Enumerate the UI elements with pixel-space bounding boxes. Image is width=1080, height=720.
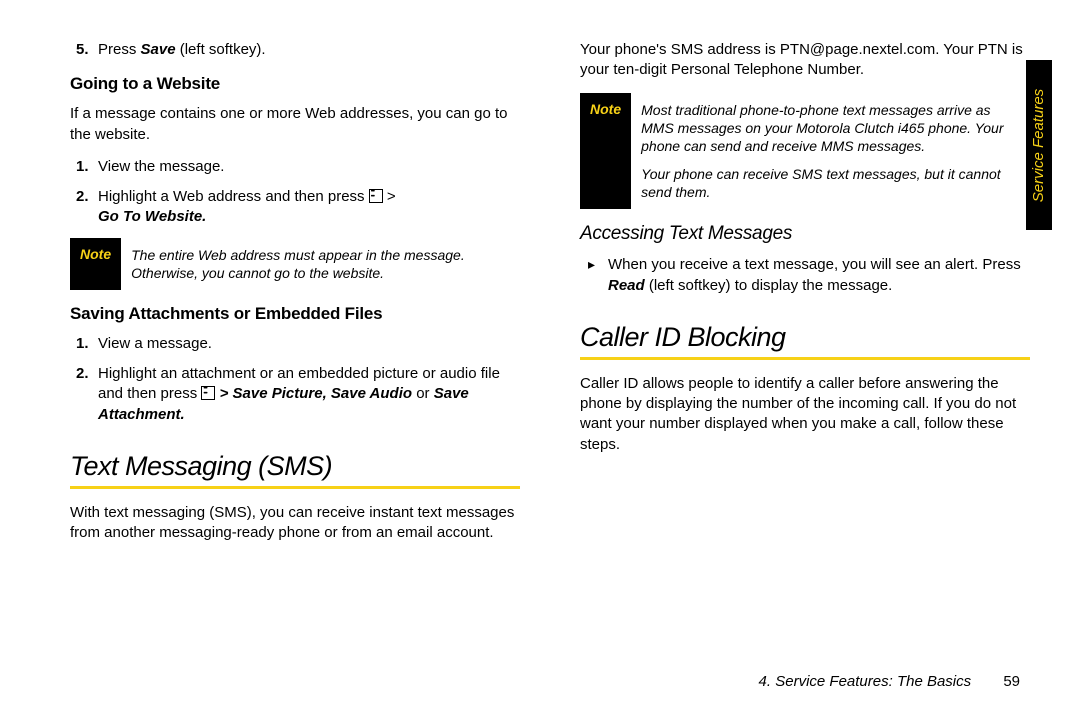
subsection-heading: Saving Attachments or Embedded Files [70, 304, 520, 324]
list-item: 2. Highlight an attachment or an embedde… [70, 364, 520, 425]
paragraph: With text messaging (SMS), you can recei… [70, 503, 520, 544]
text: or [412, 385, 434, 402]
page-number: 59 [1003, 673, 1020, 690]
list-number: 2. [76, 364, 89, 384]
note-box: Note The entire Web address must appear … [70, 238, 520, 290]
subsection-heading: Going to a Website [70, 74, 520, 94]
note-body: The entire Web address must appear in th… [121, 238, 520, 290]
left-column: 5. Press Save (left softkey). Going to a… [70, 40, 530, 555]
text: (left softkey). [176, 41, 266, 58]
menu-option: Go To Website. [98, 208, 206, 225]
paragraph: Caller ID allows people to identify a ca… [580, 374, 1030, 455]
page-content: 5. Press Save (left softkey). Going to a… [0, 0, 1080, 555]
paragraph: Your phone's SMS address is PTN@page.nex… [580, 40, 1030, 81]
list-item: 1. View the message. [70, 157, 520, 177]
list-item: 1. View a message. [70, 334, 520, 354]
footer-chapter: 4. Service Features: The Basics [759, 673, 972, 690]
paragraph: If a message contains one or more Web ad… [70, 104, 520, 145]
note-box: Note Most traditional phone-to-phone tex… [580, 93, 1030, 210]
text: > [215, 385, 232, 402]
section-heading: Caller ID Blocking [580, 322, 1030, 353]
list-number: 5. [76, 40, 89, 60]
note-paragraph: Most traditional phone-to-phone text mes… [641, 101, 1022, 156]
text: Press [98, 41, 141, 58]
heading-underline [580, 357, 1030, 360]
heading-underline [70, 486, 520, 489]
note-body: Most traditional phone-to-phone text mes… [631, 93, 1030, 210]
list-item: 5. Press Save (left softkey). [70, 40, 520, 60]
section-tab: Service Features [1026, 60, 1052, 230]
text: When you receive a text message, you wil… [608, 256, 1021, 273]
list-number: 1. [76, 157, 89, 177]
right-column: Your phone's SMS address is PTN@page.nex… [570, 40, 1030, 555]
subsection-heading-italic: Accessing Text Messages [580, 223, 1030, 245]
note-label: Note [580, 93, 631, 210]
menu-option: Save Picture, Save Audio [233, 385, 413, 402]
text: > [383, 188, 396, 205]
softkey-label: Save [141, 41, 176, 58]
list-number: 1. [76, 334, 89, 354]
section-heading: Text Messaging (SMS) [70, 451, 520, 482]
text: (left softkey) to display the message. [645, 277, 893, 294]
note-label: Note [70, 238, 121, 290]
menu-key-icon [201, 386, 215, 400]
text: View the message. [98, 158, 224, 175]
list-number: 2. [76, 187, 89, 207]
text: Highlight a Web address and then press [98, 188, 369, 205]
text: View a message. [98, 335, 212, 352]
list-item: 2. Highlight a Web address and then pres… [70, 187, 520, 228]
section-tab-label: Service Features [1031, 88, 1048, 201]
softkey-label: Read [608, 277, 645, 294]
note-paragraph: Your phone can receive SMS text messages… [641, 165, 1022, 201]
menu-key-icon [369, 189, 383, 203]
bullet-item: When you receive a text message, you wil… [580, 255, 1030, 296]
page-footer: 4. Service Features: The Basics 59 [759, 673, 1020, 690]
